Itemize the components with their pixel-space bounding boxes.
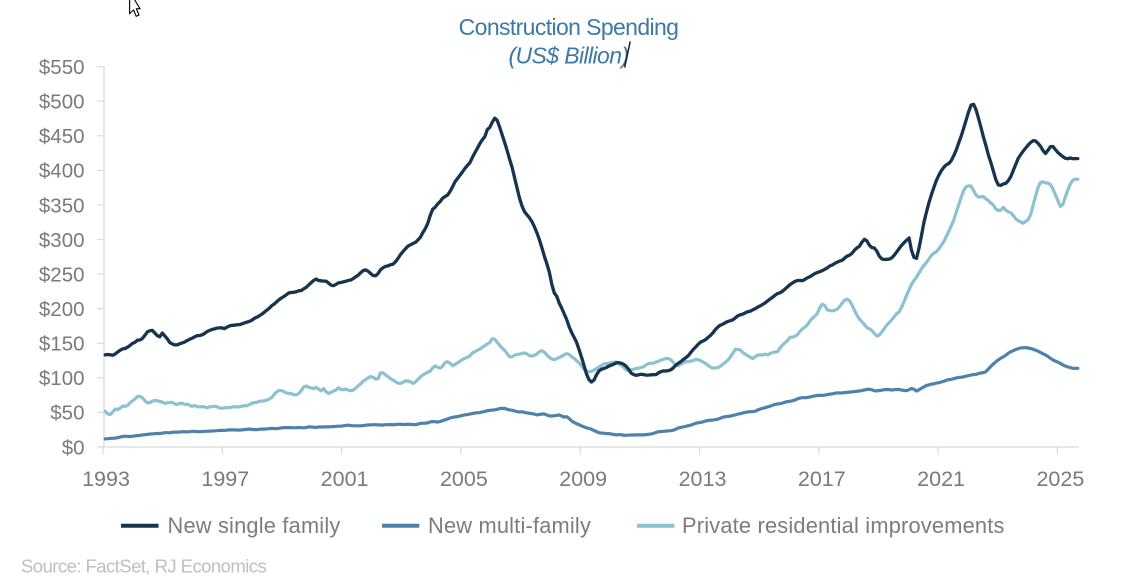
- svg-text:$0: $0: [62, 436, 85, 459]
- svg-text:2013: 2013: [679, 467, 727, 491]
- svg-text:1997: 1997: [201, 467, 249, 491]
- svg-text:2005: 2005: [440, 467, 488, 491]
- svg-text:$200: $200: [39, 298, 85, 321]
- svg-text:(US$ Billion): (US$ Billion): [508, 42, 628, 68]
- svg-text:2001: 2001: [321, 467, 369, 491]
- svg-text:1993: 1993: [82, 467, 130, 491]
- svg-text:2021: 2021: [917, 467, 965, 491]
- svg-text:$50: $50: [50, 402, 84, 425]
- svg-text:New multi-family: New multi-family: [428, 513, 591, 538]
- svg-text:New single family: New single family: [168, 513, 341, 538]
- svg-text:$400: $400: [39, 160, 85, 183]
- svg-text:Private residential improvemen: Private residential improvements: [682, 513, 1005, 538]
- svg-text:$500: $500: [39, 91, 85, 114]
- svg-text:$550: $550: [39, 56, 85, 79]
- svg-text:$300: $300: [39, 229, 85, 252]
- svg-text:2017: 2017: [798, 467, 846, 491]
- svg-text:2009: 2009: [559, 467, 607, 491]
- svg-text:$100: $100: [39, 367, 85, 390]
- svg-text:2025: 2025: [1036, 467, 1084, 491]
- svg-text:$350: $350: [39, 194, 85, 217]
- svg-text:Construction Spending: Construction Spending: [459, 14, 679, 40]
- svg-text:$450: $450: [39, 125, 85, 148]
- svg-text:Source: FactSet, RJ Economics: Source: FactSet, RJ Economics: [21, 556, 267, 577]
- svg-text:$150: $150: [39, 333, 85, 356]
- svg-text:$250: $250: [39, 263, 85, 286]
